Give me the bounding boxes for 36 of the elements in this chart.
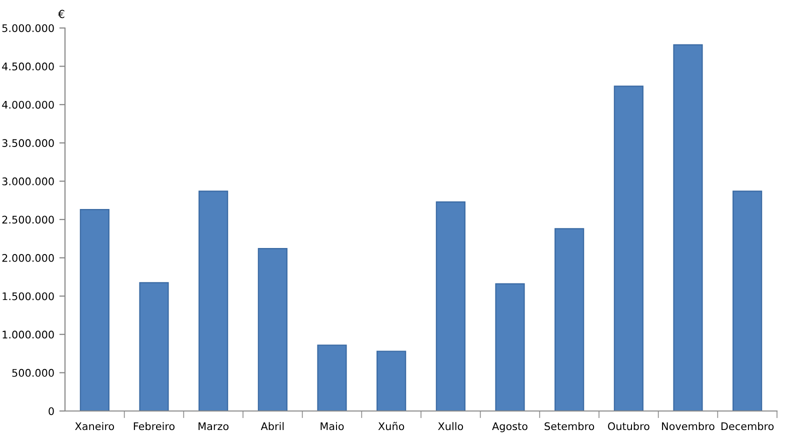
bar — [495, 283, 525, 411]
x-tick-label: Xuño — [378, 422, 404, 430]
y-tick-label: 4.500.000 — [2, 62, 54, 70]
x-tick-label: Xaneiro — [75, 422, 114, 430]
y-axis-title: € — [58, 10, 64, 18]
bar — [198, 190, 228, 411]
y-tick-label: 5.000.000 — [2, 24, 54, 32]
x-tick-label: Novembro — [662, 422, 714, 430]
bar — [80, 208, 110, 411]
bar — [614, 86, 644, 411]
y-tick-label: 4.000.000 — [2, 100, 54, 109]
x-tick-label: Agosto — [492, 422, 528, 432]
bar — [258, 248, 288, 411]
bar — [554, 228, 584, 411]
y-tick-label: 2.500.000 — [2, 216, 54, 224]
x-tick-label: Outubro — [608, 422, 650, 430]
x-tick-label: Febreiro — [134, 422, 175, 430]
x-tick-label: Setembro — [544, 422, 594, 430]
x-tick-label: Maio — [320, 422, 344, 430]
bar — [436, 201, 466, 411]
x-tick-label: Decembro — [721, 422, 774, 430]
y-tick-label: 0 — [48, 407, 54, 416]
x-tick-label: Xullo — [438, 422, 464, 430]
y-tick-label: 3.500.000 — [2, 139, 54, 148]
y-tick-label: 1.000.000 — [2, 330, 54, 339]
bar — [732, 190, 762, 411]
y-tick-label: 3.000.000 — [2, 177, 54, 186]
bar — [673, 44, 703, 411]
x-tick-label: Marzo — [198, 422, 229, 430]
x-tick-label: Abril — [260, 422, 284, 430]
bar — [317, 344, 347, 411]
bar — [376, 350, 406, 411]
y-tick-label: 1.500.000 — [2, 292, 54, 300]
y-tick-label: 2.000.000 — [2, 254, 54, 262]
bar — [139, 282, 169, 411]
y-tick-label: 500.000 — [12, 368, 54, 377]
